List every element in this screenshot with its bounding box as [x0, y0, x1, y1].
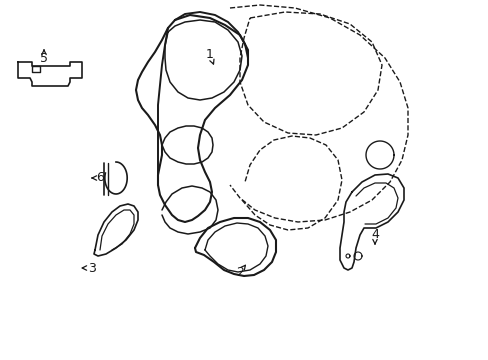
Text: 3: 3: [88, 261, 96, 274]
Text: 1: 1: [205, 49, 214, 62]
Text: 2: 2: [236, 265, 244, 279]
Text: 5: 5: [40, 51, 48, 64]
Text: 6: 6: [96, 171, 104, 184]
Text: 4: 4: [370, 229, 378, 242]
